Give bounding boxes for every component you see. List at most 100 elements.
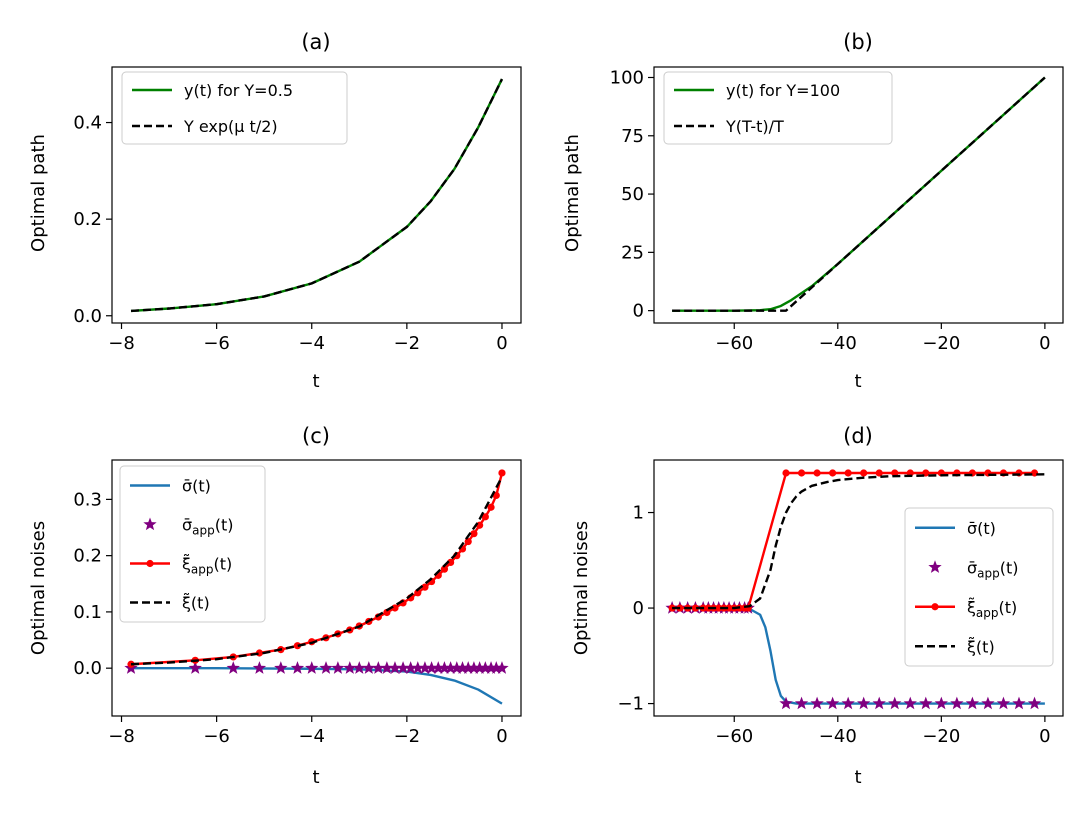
x-tick-label: −40 — [819, 333, 857, 354]
x-tick-label: 0 — [1039, 726, 1050, 747]
legend-label: y(t) for Y=100 — [726, 81, 840, 100]
series-d-1-point — [888, 696, 902, 710]
panel-d-xlabel: t — [854, 767, 861, 788]
series-d-2-point — [715, 604, 723, 612]
series-c-1-point — [352, 661, 366, 674]
series-group — [130, 78, 504, 313]
series-c-2-point — [487, 503, 495, 511]
series-d-2-point — [725, 604, 733, 612]
series-c-1-point — [484, 661, 498, 674]
series-d-2-point — [813, 469, 821, 477]
panel-d-title: (d) — [843, 424, 873, 448]
y-tick-label: 1 — [633, 503, 644, 524]
x-tick-label: −6 — [203, 333, 230, 354]
series-d-2-point — [829, 469, 837, 477]
x-tick-label: 0 — [1039, 333, 1050, 354]
legend-box — [663, 71, 893, 145]
series-c-1-point — [431, 661, 445, 674]
x-tick-label: −4 — [298, 726, 325, 747]
panel-b-xlabel: t — [854, 371, 861, 392]
panel-b-ylabel: Optimal path — [562, 134, 583, 252]
series-c-1-point — [424, 661, 439, 674]
legend-label: σ̄app(t) — [967, 558, 1019, 580]
series-d-1-point — [996, 696, 1011, 710]
legend-label: ξ̃(t) — [967, 637, 995, 656]
series-c-1-point — [472, 661, 487, 674]
legend-label: ξ̃(t) — [182, 594, 210, 613]
legend-box — [119, 465, 266, 623]
legend: y(t) for Y=0.5 Y exp(μ t/2) — [121, 71, 348, 145]
panel-c-xlabel: t — [312, 767, 319, 788]
series-d-1-point — [857, 696, 871, 710]
series-c-2-point — [447, 558, 455, 567]
legend-marker — [931, 603, 939, 611]
y-tick-label: 0.1 — [73, 602, 102, 623]
y-tick-label: 100 — [610, 67, 644, 88]
series-d-1-point — [841, 696, 855, 710]
series-c-1-point — [461, 661, 475, 674]
plot-frame — [653, 459, 1064, 717]
legend-label: ξ̃app(t) — [967, 598, 1017, 620]
series-d-2-point — [860, 469, 868, 477]
x-tick-label: 0 — [496, 726, 507, 747]
plot-frame — [653, 66, 1064, 324]
series-d-2-point — [691, 604, 700, 612]
series-d-1-point — [1012, 696, 1026, 710]
series-c-1-point — [188, 661, 202, 674]
y-tick-label: 0.2 — [73, 546, 102, 567]
y-tick-label: 0.4 — [73, 113, 102, 134]
series-c-2-point — [464, 537, 472, 546]
y-tick-label: 25 — [621, 242, 644, 263]
series-c-1-point — [362, 661, 376, 674]
legend: y(t) for Y=100 Y(T-t)/T — [663, 71, 893, 145]
series-c-1-point — [455, 661, 470, 674]
series-c-1-point — [495, 661, 509, 674]
series-c-1-point — [404, 661, 418, 674]
series-c-1-point — [411, 661, 425, 674]
series-c-1-point — [396, 661, 410, 674]
series-d-1-point — [825, 696, 840, 710]
series-c-1-point — [371, 661, 385, 674]
series-c-1-point — [489, 661, 503, 674]
x-tick-label: −2 — [394, 726, 421, 747]
legend: σ̄(t) σ̄app(t) ξ̃app(t) ξ̃(t) — [119, 465, 266, 623]
series-d-1-point — [872, 696, 886, 710]
series-c-1-point — [380, 661, 394, 674]
panel-d-ylabel: Optimal noises — [571, 521, 592, 655]
panel-c: (c) t Optimal noises −8 −6 −4 −2 0 0.0 0.1 0.2 0… — [28, 424, 522, 788]
series-d-2-point — [891, 469, 899, 477]
legend-marker — [928, 560, 942, 573]
series-c-2-point — [470, 530, 478, 538]
series-d-1-point — [779, 696, 793, 710]
series-d-1-point — [1027, 696, 1042, 710]
series-d-1-point — [919, 696, 933, 710]
series-a-1-line — [130, 78, 504, 313]
x-tick-label: −8 — [108, 333, 135, 354]
series-c-1-point — [305, 661, 319, 674]
series-group — [124, 469, 509, 705]
y-tick-label: 0 — [633, 301, 644, 322]
series-c-2-point — [481, 513, 489, 521]
y-tick-label: 0 — [633, 598, 644, 619]
y-tick-label: 0.3 — [73, 489, 102, 510]
series-b-1-line — [672, 76, 1046, 312]
y-tick-label: 0.0 — [73, 658, 102, 679]
series-d-1-point — [934, 696, 948, 710]
series-c-1-point — [226, 661, 240, 674]
series-c-1-point — [450, 661, 464, 674]
series-c-1-point — [437, 661, 452, 674]
legend-box — [904, 507, 1054, 667]
series-d-2-point — [797, 469, 806, 477]
y-tick-label: 0.2 — [73, 209, 102, 230]
series-c-1-point — [478, 661, 492, 674]
series-c-1-point — [319, 661, 333, 674]
series-c-2-point — [391, 604, 399, 612]
series-d-2-point — [782, 469, 790, 477]
y-tick-label: 0.0 — [73, 306, 102, 327]
series-d-3-line — [672, 473, 1045, 610]
legend-label: σ̄app(t) — [182, 516, 234, 538]
y-tick-label: 75 — [621, 126, 644, 147]
x-tick-label: −60 — [715, 333, 753, 354]
legend-label: Y(T-t)/T — [725, 117, 784, 136]
